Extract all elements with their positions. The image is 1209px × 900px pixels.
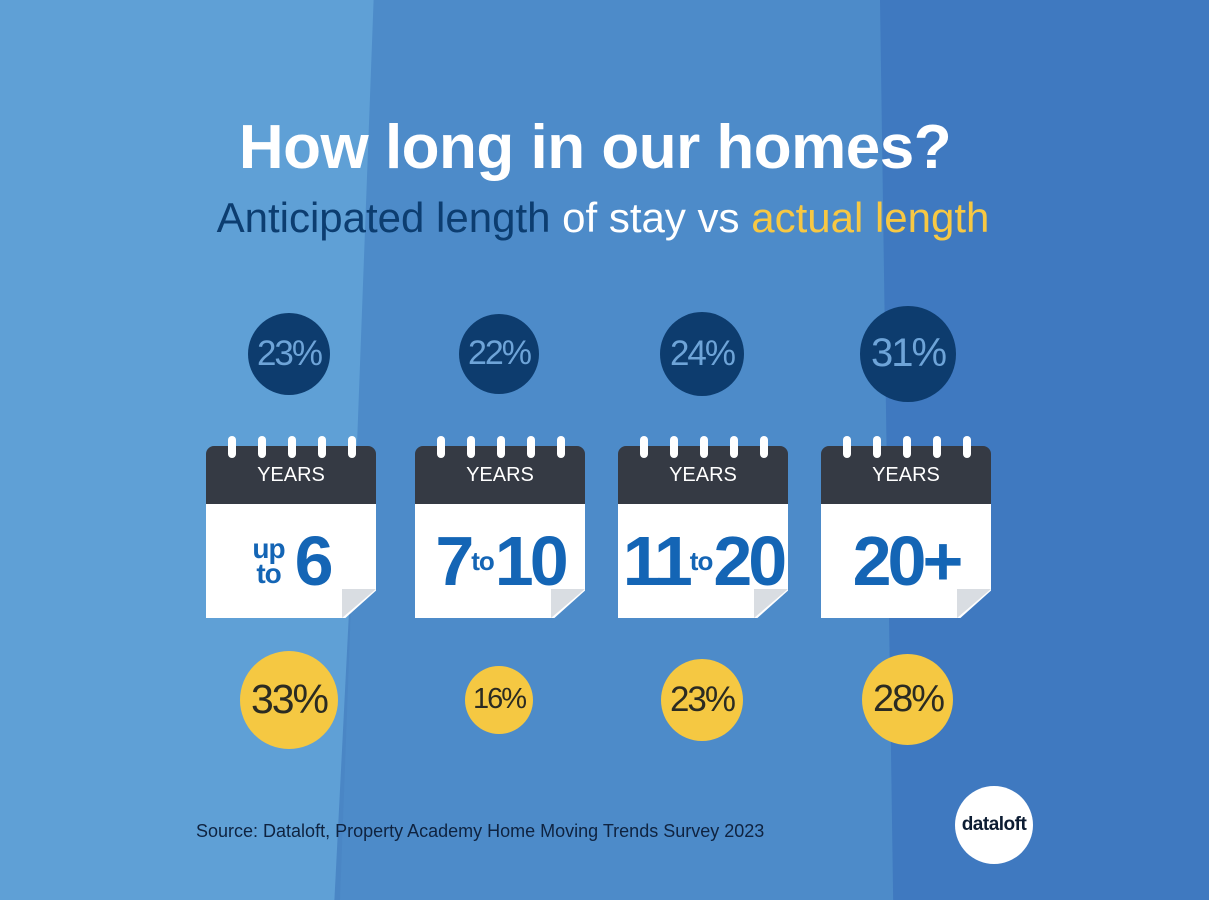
anticipated-bubble-3-label: 31% <box>870 331 947 376</box>
calendar-range-end: 20 <box>713 522 787 600</box>
calendar-up-to-6: YEARS up to 6 <box>206 436 380 624</box>
calendar-11-to-20: YEARS 11 to 20 <box>618 436 792 624</box>
anticipated-bubble-2: 24% <box>659 311 745 397</box>
calendar-rings <box>843 436 971 458</box>
chart-title: How long in our homes? <box>238 113 952 182</box>
calendar-number: 20+ <box>852 522 964 600</box>
anticipated-bubble-2-label: 24% <box>669 333 736 373</box>
actual-bubble-0-label: 33% <box>250 676 329 723</box>
actual-bubble-3-label: 28% <box>872 678 945 721</box>
actual-bubble-1: 16% <box>464 665 534 735</box>
subtitle-actual: actual length <box>751 194 990 241</box>
anticipated-bubble-3: 31% <box>860 306 956 402</box>
actual-bubble-0: 33% <box>239 650 339 750</box>
chart-subtitle: Anticipated length of stay vs actual len… <box>0 194 1206 242</box>
subtitle-anticipated: Anticipated length <box>216 194 551 241</box>
calendar-range-connector: to <box>471 545 495 576</box>
calendar-range-start: 7 <box>435 522 474 600</box>
calendar-rings <box>437 436 565 458</box>
subtitle-connector: of stay vs <box>550 194 752 241</box>
calendar-label-to: to <box>256 558 281 589</box>
anticipated-bubble-1: 22% <box>458 313 540 395</box>
calendar-range-start: 11 <box>622 522 693 600</box>
calendar-rings <box>640 436 768 458</box>
actual-bubble-2-label: 23% <box>669 679 736 719</box>
calendar-up-to-label: up to <box>252 532 285 589</box>
anticipated-bubble-0-label: 23% <box>256 333 323 373</box>
calendar-7-to-10: YEARS 7 to 10 <box>415 436 589 624</box>
actual-bubble-1-label: 16% <box>472 683 527 716</box>
actual-bubble-2: 23% <box>660 658 744 742</box>
calendar-number: 6 <box>294 522 334 600</box>
anticipated-bubble-0: 23% <box>247 312 331 396</box>
calendar-20-plus: YEARS 20+ <box>821 436 995 624</box>
source-note: Source: Dataloft, Property Academy Home … <box>196 821 765 841</box>
calendar-label-up: up <box>252 532 285 564</box>
calendar-range-end: 10 <box>494 522 569 600</box>
actual-bubble-3: 28% <box>862 654 954 746</box>
anticipated-bubble-1-label: 22% <box>467 334 532 373</box>
calendar-range-connector: to <box>689 545 714 576</box>
dataloft-logo: dataloft <box>955 786 1033 864</box>
calendar-rings <box>228 436 356 458</box>
